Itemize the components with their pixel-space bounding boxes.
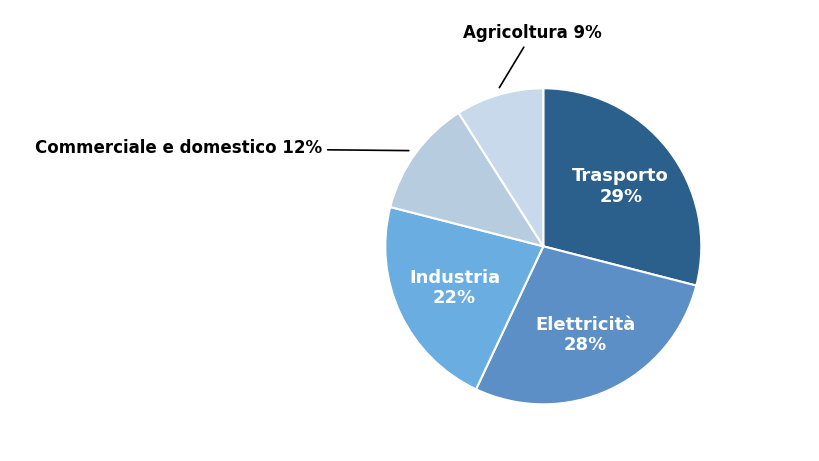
Wedge shape (385, 207, 543, 389)
Wedge shape (390, 113, 543, 246)
Text: Industria
22%: Industria 22% (409, 269, 500, 307)
Wedge shape (543, 89, 700, 286)
Text: Elettricità
28%: Elettricità 28% (534, 315, 635, 355)
Wedge shape (458, 89, 543, 246)
Wedge shape (476, 246, 695, 404)
Text: Agricoltura 9%: Agricoltura 9% (463, 24, 601, 88)
Text: Trasporto
29%: Trasporto 29% (572, 167, 668, 206)
Text: Commerciale e domestico 12%: Commerciale e domestico 12% (35, 139, 409, 157)
